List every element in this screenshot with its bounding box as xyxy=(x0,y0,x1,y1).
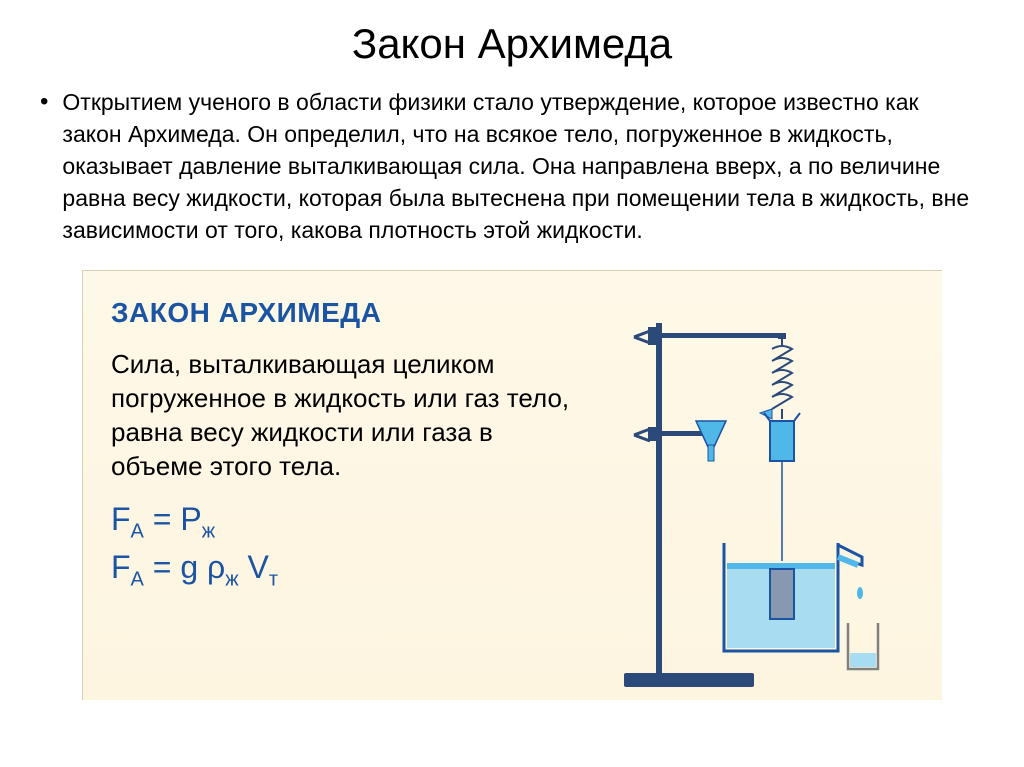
intro-block: • Открытием ученого в области физики ста… xyxy=(40,86,984,246)
clamp-bar-icon xyxy=(656,333,786,338)
diagram-column xyxy=(577,293,914,678)
spring-icon xyxy=(772,346,792,409)
intro-text: Открытием ученого в области физики стало… xyxy=(62,86,984,246)
formulas-block: FА = Рж FА = g ρж Vт xyxy=(111,501,577,592)
apparatus-diagram xyxy=(604,313,884,693)
formula-1: FА = Рж xyxy=(111,501,577,543)
slide-title: Закон Архимеда xyxy=(40,20,984,68)
submerged-block-icon xyxy=(770,569,794,619)
law-text-column: ЗАКОН АРХИМЕДА Сила, выталкивающая целик… xyxy=(111,293,577,678)
bullet-icon: • xyxy=(40,86,48,118)
law-definition: Сила, выталкивающая целиком погруженное … xyxy=(111,347,577,483)
slide-container: Закон Архимеда • Открытием ученого в обл… xyxy=(0,0,1024,767)
drip-icon xyxy=(857,587,863,599)
law-header: ЗАКОН АРХИМЕДА xyxy=(111,297,577,329)
bucket-icon xyxy=(770,421,794,461)
stand-rod-icon xyxy=(656,323,662,675)
law-box: ЗАКОН АРХИМЕДА Сила, выталкивающая целик… xyxy=(82,270,942,700)
formula-2: FА = g ρж Vт xyxy=(111,549,577,591)
stand-base-icon xyxy=(624,673,754,687)
